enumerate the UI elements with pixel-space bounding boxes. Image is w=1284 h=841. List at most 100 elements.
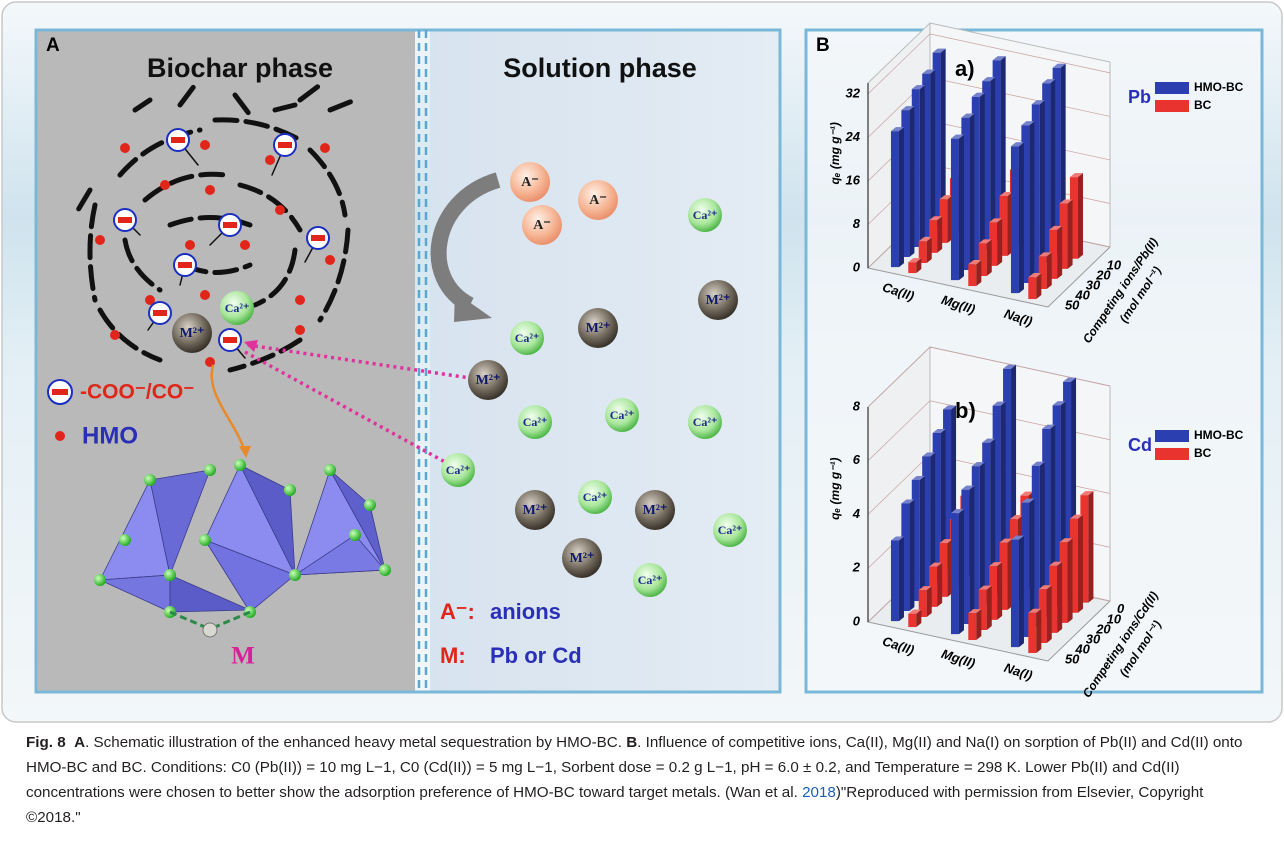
ion-label: Ca²⁺ — [523, 415, 548, 429]
bar — [1028, 609, 1041, 653]
bar-shade — [937, 216, 942, 253]
hmo-dot — [200, 140, 210, 150]
minus-sign — [311, 235, 325, 241]
metal-label: Cd — [1128, 435, 1152, 455]
ion-label: M²⁺ — [586, 321, 611, 336]
oxygen-atom — [364, 499, 376, 511]
z-tick-label: 50 — [1065, 298, 1080, 313]
oxygen-atom — [204, 464, 216, 476]
hmo-dot — [205, 185, 215, 195]
y-tick-label: 16 — [846, 172, 861, 187]
bar — [908, 610, 921, 627]
bar-shade — [1040, 100, 1045, 273]
key-text: Pb or Cd — [490, 643, 582, 668]
ion-label: M²⁺ — [643, 503, 668, 518]
bar — [891, 127, 904, 267]
bar-front — [1028, 277, 1036, 299]
bar-shade — [1029, 121, 1034, 283]
bar-shade — [997, 562, 1002, 620]
bar-shade — [1068, 200, 1073, 269]
oxygen-atom — [324, 464, 336, 476]
bar-shade — [930, 70, 935, 237]
ion-label: Ca²⁺ — [693, 415, 718, 429]
bar-shade — [959, 509, 964, 634]
bar — [968, 260, 981, 286]
bar-shade — [1047, 585, 1052, 643]
caption-text: . Schematic illustration of the enhanced… — [85, 734, 626, 751]
bar-shade — [997, 218, 1002, 266]
chart-title: a) — [955, 56, 975, 81]
hmo-dot — [320, 143, 330, 153]
hmo-dot — [325, 255, 335, 265]
bar — [1028, 273, 1041, 299]
bar-front — [951, 513, 959, 634]
legend-swatch — [1155, 448, 1189, 460]
bar-shade — [1019, 142, 1024, 293]
bar-shade — [976, 609, 981, 640]
bar-shade — [909, 500, 914, 612]
hmo-dot — [185, 240, 195, 250]
chart-title: b) — [955, 398, 976, 423]
ion-label: Ca²⁺ — [225, 301, 250, 315]
panel-ref: A — [74, 734, 85, 751]
y-axis-label: qₑ (mg g⁻¹) — [828, 457, 842, 519]
panel-ref: B — [626, 734, 637, 751]
oxygen-atom — [144, 474, 156, 486]
legend-swatch — [1155, 100, 1189, 112]
y-tick-label: 8 — [853, 398, 861, 413]
oxygen-atom — [119, 534, 131, 546]
y-tick-label: 2 — [852, 560, 861, 575]
legend-label: BC — [1194, 446, 1212, 460]
hmo-dot — [160, 180, 170, 190]
bar-front — [1011, 540, 1019, 648]
bar-shade — [987, 239, 992, 276]
phase-title: Biochar phase — [147, 53, 333, 83]
oxygen-atom — [164, 569, 176, 581]
hmo-dot — [200, 290, 210, 300]
bar — [951, 509, 964, 634]
figure: A Biochar phase Solution phase -COO⁻/CO⁻… — [0, 0, 1284, 725]
y-tick-label: 6 — [853, 452, 861, 467]
bar-shade — [920, 476, 925, 601]
bar-front — [951, 139, 959, 280]
bar-shade — [1019, 536, 1024, 648]
hmo-dot — [240, 240, 250, 250]
ion-label: Ca²⁺ — [515, 331, 540, 345]
ion-label: A⁻ — [521, 175, 539, 190]
bar-shade — [927, 586, 932, 617]
minus-sign — [52, 389, 68, 395]
panel-label: A — [46, 35, 60, 56]
bar-front — [908, 262, 916, 273]
biochar-background — [37, 30, 415, 692]
bar — [891, 536, 904, 621]
oxygen-atom — [94, 574, 106, 586]
bar-front — [1028, 613, 1036, 653]
metal-label: M — [231, 643, 255, 670]
legend-label: HMO-BC — [1194, 428, 1244, 442]
y-tick-label: 0 — [853, 613, 861, 628]
minus-sign — [223, 222, 237, 228]
bar-shade — [976, 260, 981, 286]
hmo-dot — [295, 295, 305, 305]
key-text: anions — [490, 599, 561, 624]
y-tick-label: 8 — [853, 216, 861, 231]
bar-front — [908, 614, 916, 627]
ion-label: M²⁺ — [523, 503, 548, 518]
minus-sign — [278, 142, 292, 148]
y-tick-label: 0 — [853, 259, 861, 274]
bar-front — [968, 264, 976, 286]
figure-label: Fig. 8 — [26, 734, 66, 751]
bar — [1011, 142, 1024, 293]
bar-shade — [937, 563, 942, 607]
bar-shade — [969, 114, 974, 270]
oxygen-atom — [289, 569, 301, 581]
citation-link[interactable]: 2018 — [802, 784, 836, 801]
bar-shade — [959, 135, 964, 280]
ion-label: Ca²⁺ — [693, 208, 718, 222]
bar-shade — [1078, 515, 1083, 613]
bar-shade — [987, 586, 992, 630]
bar-shade — [1068, 538, 1073, 623]
legend-label: HMO-BC — [1194, 80, 1244, 94]
metal-label: Pb — [1128, 87, 1151, 107]
minus-sign — [178, 262, 192, 268]
